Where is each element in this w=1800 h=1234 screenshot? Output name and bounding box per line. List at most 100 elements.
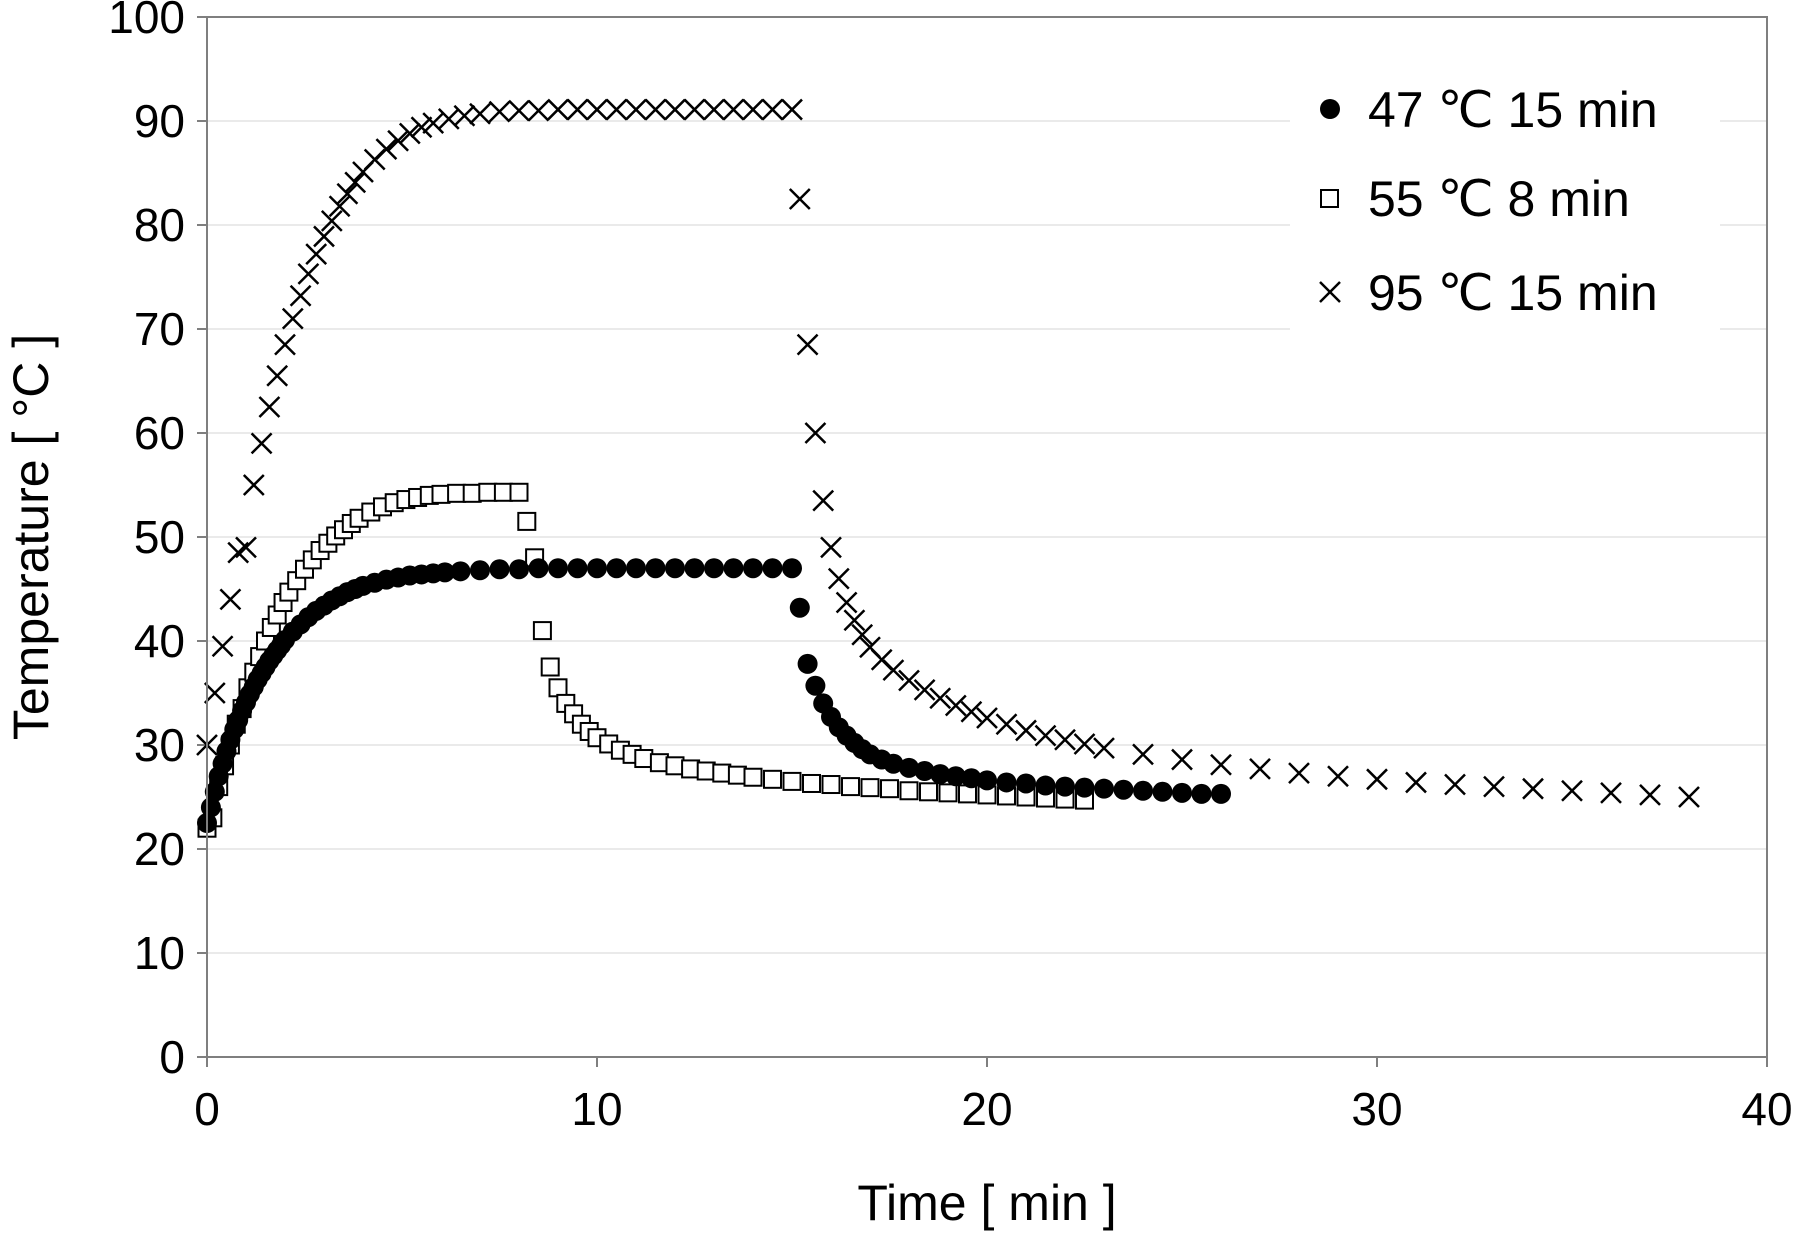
data-point [722,98,745,121]
data-point [665,558,685,579]
data-point [1210,753,1232,776]
x-axis-label: Time [ min ] [857,1175,1116,1231]
data-point [664,98,686,121]
data-point [540,657,560,677]
series-2 [196,98,1700,808]
data-point [567,558,588,579]
data-point [478,482,498,502]
y-tick-label: 30 [134,719,185,771]
data-point [1288,762,1310,784]
y-axis: 0 10 20 30 40 50 60 70 80 90 100 [108,0,207,1083]
data-point [1191,783,1212,804]
data-point [996,772,1017,793]
series-0 [197,558,1231,833]
data-point [944,694,967,717]
data-point [961,768,982,789]
plot-area [196,98,1700,838]
data-point [1366,768,1388,791]
data-point [204,781,225,802]
data-point [548,558,568,579]
legend-marker-95c [1319,281,1341,303]
data-point [200,797,221,818]
data-point [899,781,919,801]
data-point [1327,765,1349,788]
data-point [899,757,919,778]
legend-background [1290,62,1720,332]
data-point [509,482,529,502]
data-point [450,561,471,582]
data-point [762,558,783,579]
data-point [1093,737,1115,760]
data-point [644,98,667,121]
data-point [305,243,328,266]
data-point [509,559,529,580]
data-point [462,483,482,503]
data-point [375,138,398,160]
x-tick-label: 0 [194,1083,220,1135]
y-tick-label: 70 [134,303,185,355]
data-point [945,766,966,787]
data-point [742,98,764,121]
data-point [219,588,242,611]
data-point [665,756,685,776]
legend: 47 ℃ 15 min 55 ℃ 8 min 95 ℃ 15 min [1290,62,1720,332]
data-point [387,129,409,152]
data-point [1483,775,1505,798]
data-point [1034,724,1057,747]
data-point [328,195,351,218]
data-point [1152,781,1173,802]
data-point [242,474,265,496]
data-point [802,773,821,793]
data-point [938,783,958,803]
data-point [1249,758,1271,780]
data-point [266,364,289,387]
data-point [258,396,281,418]
data-point [488,100,511,123]
data-point [723,558,744,579]
series-1 [197,482,1094,838]
data-point [1171,748,1193,771]
data-point [1172,782,1192,803]
data-point [696,761,716,781]
data-point [634,749,654,769]
data-point [336,182,359,205]
data-point [1074,777,1095,798]
data-point [493,482,513,502]
data-point [649,753,669,773]
data-point [508,99,530,122]
y-tick-label: 40 [134,615,185,667]
data-point [683,98,706,121]
data-point [250,432,273,455]
data-point [489,559,510,580]
data-point [797,653,818,674]
data-point [820,536,842,559]
data-point [712,763,732,783]
y-tick-label: 90 [134,95,185,147]
plot-frame [206,16,1768,1058]
data-point [297,262,320,285]
data-point [626,558,646,579]
data-point [782,771,802,791]
data-point [606,558,627,579]
data-point [410,116,433,139]
data-point [782,558,802,579]
data-point [1016,773,1036,794]
x-tick-label: 10 [571,1083,622,1135]
data-point [977,770,997,791]
data-point [431,484,451,504]
data-point [843,609,866,632]
data-point [547,98,569,121]
data-point [743,558,763,579]
data-point [898,669,920,692]
data-point [274,333,296,356]
data-point [1444,773,1466,796]
data-point [1015,719,1037,742]
data-point [447,483,467,503]
y-tick-label: 50 [134,511,185,563]
data-point [1600,781,1622,804]
data-point [841,777,860,797]
data-point [587,558,607,579]
data-point [1113,779,1134,800]
data-point [743,767,763,787]
